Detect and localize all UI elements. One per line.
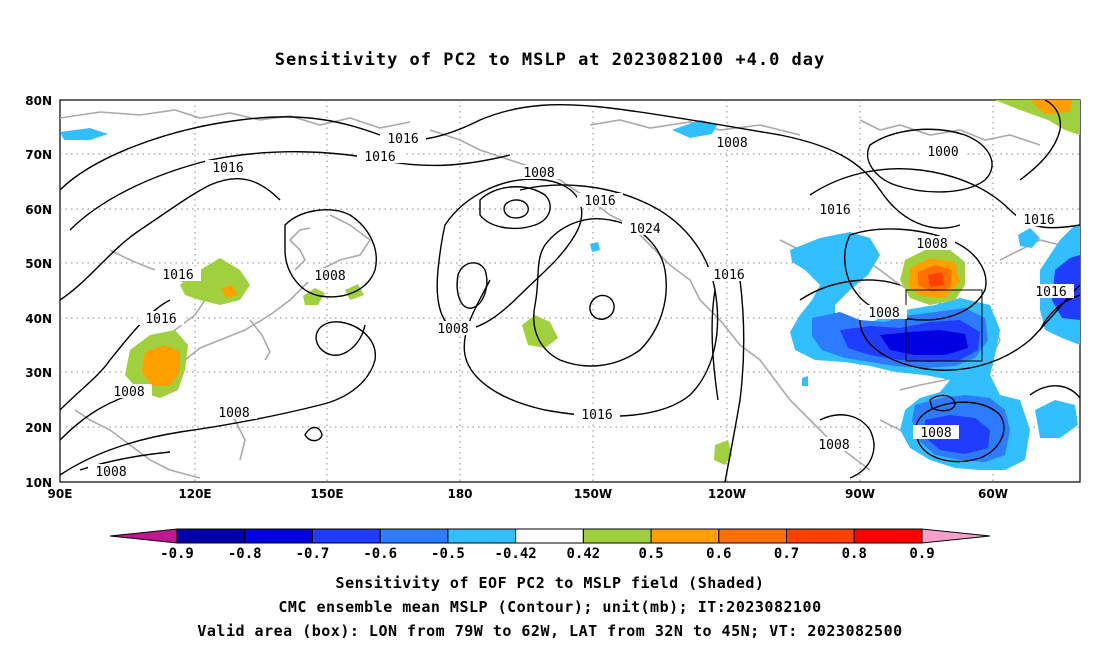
contour-label: 1016 [1035,285,1066,300]
contour-label: 1016 [364,150,395,165]
shading-positive [125,100,1080,465]
lat-label: 20N [25,421,52,435]
caption-line-2: CMC ensemble mean MSLP (Contour); unit(m… [278,598,822,616]
contour-label: 1016 [584,194,615,209]
colorbar-label: 0.6 [706,546,731,562]
lon-label: 90E [48,487,73,501]
lon-axis-labels: 90E 120E 150E 180 150W 120W 90W 60W [48,487,1008,501]
colorbar-swatch [379,528,449,544]
valid-area-box [905,289,983,362]
lat-axis-labels: 80N 70N 60N 50N 40N 30N 20N 10N [25,94,52,490]
contour-label: 1016 [162,268,193,283]
contour-label: 1016 [387,132,418,147]
lon-label: 180 [447,487,472,501]
colorbar-label: -0.6 [363,546,397,562]
lat-label: 30N [25,366,52,380]
colorbar-label: -0.42 [495,546,537,562]
contour-label: 1008 [95,465,126,480]
colorbar-low-end [109,528,178,544]
colorbar-label: 0.8 [842,546,867,562]
colorbar-high-end [921,528,991,544]
colorbar-swatch [650,528,720,544]
mslp-contours [60,100,1080,482]
contour-label: 1016 [145,312,176,327]
lon-label: 150E [310,487,343,501]
contour-label: 1008 [916,237,947,252]
contour-label: 1008 [437,322,468,337]
contour-label: 1016 [1023,213,1054,228]
colorbar-label: 0.5 [638,546,663,562]
colorbar-label: -0.8 [228,546,262,562]
lon-label: 120W [708,487,746,501]
lon-label: 60W [978,487,1008,501]
contour-label: 1008 [314,269,345,284]
lat-label: 10N [25,476,52,490]
map-title: Sensitivity of PC2 to MSLP at 2023082100… [274,50,826,70]
colorbar: -0.9 -0.8 -0.7 -0.6 -0.5 -0.42 0.42 0.5 0.6 0.7 0.… [109,528,991,562]
lat-label: 50N [25,257,52,271]
contour-label: 1016 [819,203,850,218]
contour-label: 1008 [868,306,899,321]
colorbar-label: -0.5 [431,546,465,562]
colorbar-swatch [582,528,652,544]
colorbar-swatch [718,528,788,544]
contour-label: 1008 [113,385,144,400]
colorbar-swatch [447,528,517,544]
lat-label: 60N [25,203,52,217]
colorbar-swatch [176,528,246,544]
contour-label: 1016 [581,408,612,423]
contour-label: 1008 [716,136,747,151]
caption-line-1: Sensitivity of EOF PC2 to MSLP field (Sh… [335,574,765,592]
colorbar-label: 0.7 [774,546,799,562]
contour-label: 1008 [920,426,951,441]
contour-label: 1024 [629,222,660,237]
contour-label: 1000 [927,145,958,160]
shading-negative [60,120,1080,470]
colorbar-swatch [311,528,381,544]
lon-label: 120E [178,487,211,501]
colorbar-label: 0.9 [909,546,934,562]
colorbar-label: 0.42 [567,546,601,562]
colorbar-swatch [244,528,313,544]
lat-label: 80N [25,94,52,108]
colorbar-label: -0.7 [296,546,330,562]
lon-label: 90W [845,487,875,501]
colorbar-swatch [853,528,923,544]
colorbar-label: -0.9 [160,546,194,562]
lat-label: 40N [25,312,52,326]
lat-label: 70N [25,148,52,162]
contour-label: 1008 [523,166,554,181]
caption-line-3: Valid area (box): LON from 79W to 62W, L… [197,622,903,640]
contour-label: 1016 [212,161,243,176]
lon-label: 150W [574,487,612,501]
contour-labels: 1016 1016 1016 1008 1008 1000 1016 1016 … [88,131,1074,480]
colorbar-swatch [515,528,584,544]
contour-label: 1016 [713,268,744,283]
colorbar-swatch [786,528,855,544]
contour-label: 1008 [218,406,249,421]
contour-label: 1008 [818,438,849,453]
